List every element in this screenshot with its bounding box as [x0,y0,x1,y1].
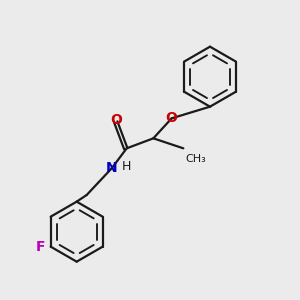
Text: H: H [122,160,131,173]
Text: CH₃: CH₃ [185,154,206,164]
Text: F: F [35,240,45,254]
Text: O: O [111,113,123,127]
Text: N: N [106,161,118,175]
Text: O: O [166,111,178,125]
